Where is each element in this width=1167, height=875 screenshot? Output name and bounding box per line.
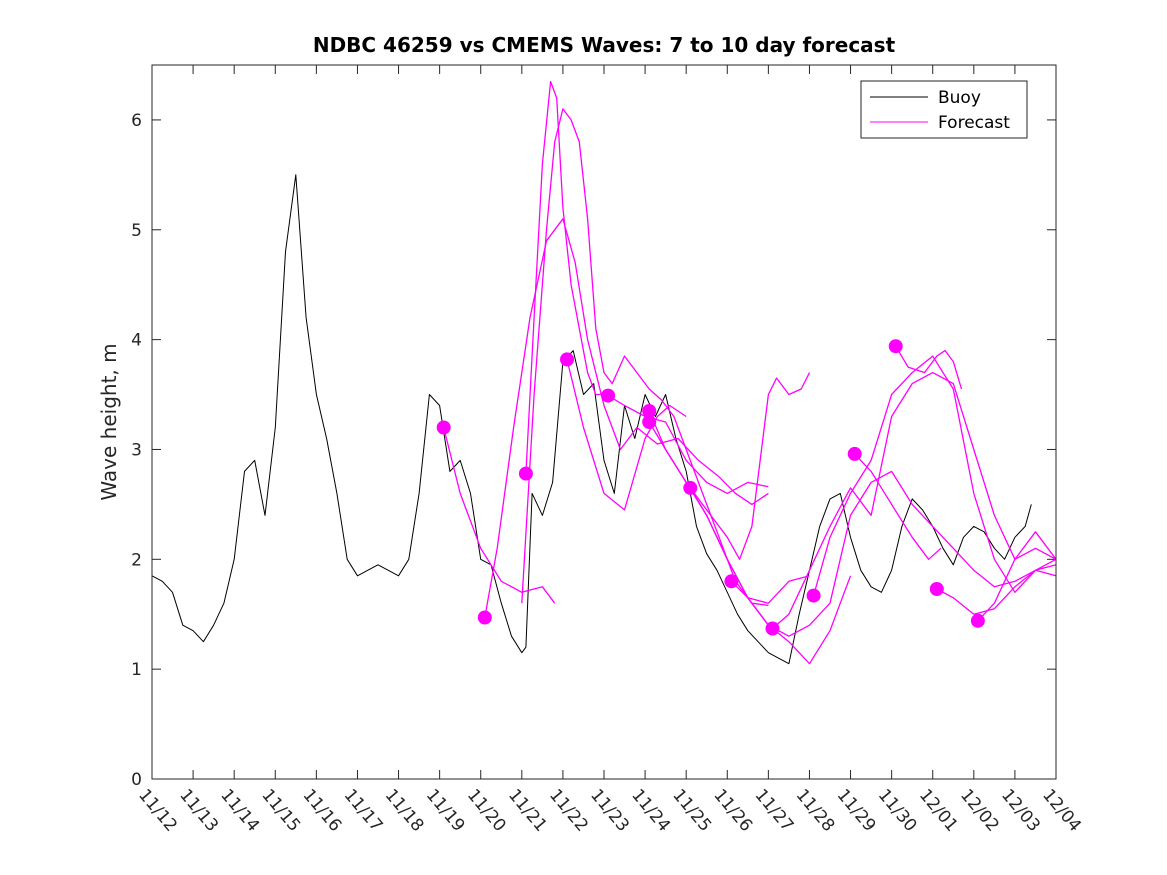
x-tick-label: 11/20 [463, 785, 510, 835]
x-tick-label: 11/29 [833, 785, 880, 835]
x-tick-label: 11/17 [340, 785, 387, 835]
legend-forecast-label: Forecast [938, 113, 1010, 133]
forecast-start-marker [601, 388, 616, 403]
forecast-start-marker [518, 466, 533, 481]
forecast-start-marker [970, 613, 985, 628]
legend: Buoy Forecast [860, 80, 1028, 139]
y-tick-label: 0 [131, 770, 142, 790]
forecast-series-line-2 [484, 218, 769, 618]
plot-area-background [152, 65, 1056, 779]
forecast-start-marker [765, 621, 780, 636]
forecast-start-marker [477, 610, 492, 625]
buoy-series-layer [151, 174, 1032, 665]
x-tick-label: 11/21 [504, 785, 551, 835]
forecast-series-line-12 [812, 355, 1057, 596]
chart-title: NDBC 46259 vs CMEMS Waves: 7 to 10 day f… [313, 33, 896, 57]
forecast-start-marker [806, 588, 821, 603]
forecast-series-line-15 [936, 564, 1057, 615]
x-tick-label: 11/27 [751, 785, 798, 835]
forecast-start-marker [560, 352, 574, 367]
x-tick-label: 12/01 [915, 785, 962, 835]
x-tick-label: 11/19 [422, 785, 469, 835]
x-tick-label: 11/15 [257, 785, 304, 835]
plot-area-frame [151, 64, 1057, 780]
legend-box [860, 80, 1028, 139]
forecast-series-line-16 [977, 531, 1057, 622]
x-tick-label: 11/22 [545, 785, 592, 835]
forecast-start-marker [642, 415, 657, 429]
y-tick-label: 1 [131, 660, 142, 680]
y-tick-label: 3 [131, 440, 142, 460]
forecast-series-line-13 [854, 453, 942, 560]
forecast-start-marker [642, 404, 657, 418]
x-tick-label: 12/03 [997, 785, 1044, 835]
y-tick-label: 2 [131, 550, 142, 570]
forecast-series-line-3 [525, 80, 604, 474]
forecast-series-line-1 [443, 427, 556, 604]
forecast-start-marker [683, 480, 698, 495]
x-tick-label: 11/26 [709, 785, 756, 835]
forecast-series-line-6 [607, 395, 769, 495]
forecast-series-line-11 [772, 371, 1057, 629]
x-tick-label: 11/14 [216, 785, 263, 835]
legend-buoy-label: Buoy [938, 88, 981, 108]
x-tick-label: 11/24 [627, 785, 674, 835]
forecast-start-marker [929, 582, 944, 596]
x-tick-label: 11/23 [586, 785, 633, 835]
y-axis-ticks: 0 1 2 3 4 5 6 [131, 111, 1056, 790]
y-tick-label: 5 [131, 221, 142, 241]
x-tick-label: 11/30 [874, 785, 921, 835]
x-tick-label: 11/13 [175, 785, 222, 835]
forecast-series-line-14 [895, 345, 963, 390]
y-tick-label: 6 [131, 111, 142, 131]
x-tick-label: 11/25 [668, 785, 715, 835]
y-axis-label: Wave height, m [97, 343, 121, 500]
y-tick-label: 4 [131, 331, 142, 351]
buoy-series-line [151, 174, 1032, 665]
forecast-start-marker [888, 339, 903, 354]
x-tick-label: 12/02 [956, 785, 1003, 835]
x-tick-label: 11/18 [381, 785, 428, 835]
x-tick-label: 12/04 [1038, 785, 1085, 835]
forecast-start-marker [847, 446, 862, 461]
forecast-start-marker [436, 420, 451, 435]
x-tick-label: 11/12 [134, 785, 181, 835]
forecast-series-line-10 [730, 470, 1057, 637]
forecast-start-marker [724, 574, 739, 589]
forecast-start-markers [436, 339, 985, 636]
x-tick-label: 11/16 [299, 785, 346, 835]
x-tick-label: 11/28 [792, 785, 839, 835]
